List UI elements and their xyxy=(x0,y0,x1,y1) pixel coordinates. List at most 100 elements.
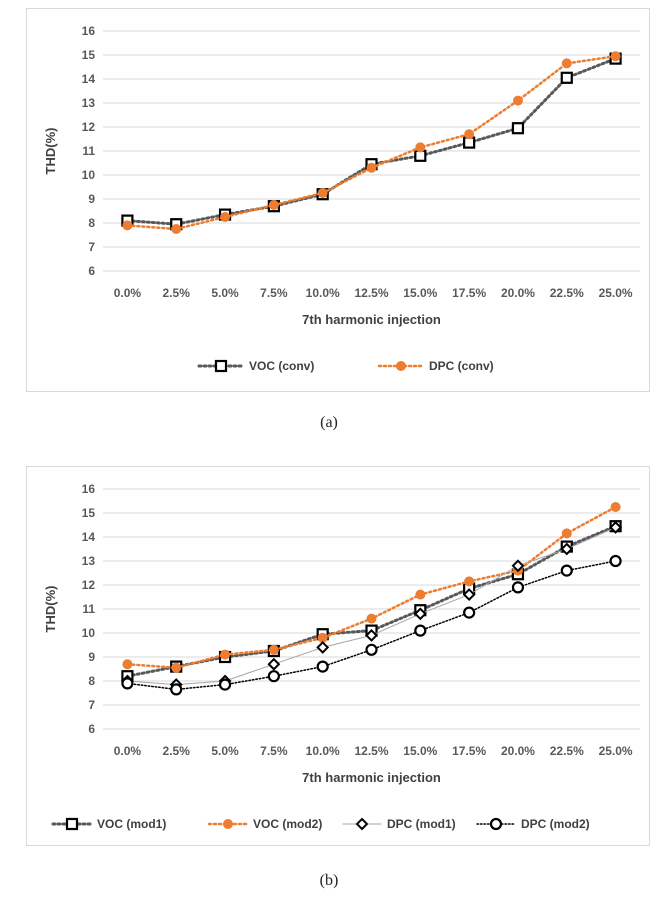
x-tick-label: 15.0% xyxy=(403,744,437,758)
legend-marker xyxy=(396,361,406,371)
legend-label: VOC (mod2) xyxy=(253,817,322,831)
data-point xyxy=(316,640,330,654)
x-tick-label: 2.5% xyxy=(163,286,191,300)
legend-item-voc-conv: VOC (conv) xyxy=(197,359,314,373)
data-point xyxy=(220,649,231,660)
y-tick-label: 15 xyxy=(82,506,96,520)
data-point xyxy=(511,559,525,573)
legend-item-dpc-conv: DPC (conv) xyxy=(377,359,494,373)
y-tick-label: 16 xyxy=(82,482,96,496)
data-point xyxy=(560,542,574,556)
legend-label: VOC (mod1) xyxy=(97,817,166,831)
series-dpc-conv xyxy=(122,51,621,234)
chart-a-svg: 6 7 8 9 10 11 12 13 14 15 16 0.0% 2.5% 5.0% 7.5% 10.0% 1… xyxy=(43,24,640,373)
y-tick-label: 16 xyxy=(82,24,96,38)
x-tick-label: 12.5% xyxy=(354,286,388,300)
data-point xyxy=(267,670,280,683)
chart-panel-b: 6 7 8 9 10 11 12 13 14 15 16 0.0% 2.5% 5.0% 7.5% 10.0% 1… xyxy=(26,466,650,846)
data-point xyxy=(560,564,573,577)
legend-marker xyxy=(355,817,369,831)
x-tick-label: 22.5% xyxy=(550,286,584,300)
data-point xyxy=(560,71,573,84)
y-axis-title: THD(%) xyxy=(43,128,58,175)
y-tick-label: 12 xyxy=(82,120,96,134)
y-tick-label: 9 xyxy=(88,650,95,664)
data-point xyxy=(268,200,279,210)
x-tick-label: 25.0% xyxy=(599,744,633,758)
data-point xyxy=(561,58,572,69)
y-tick-label: 14 xyxy=(82,530,96,544)
data-point xyxy=(316,660,329,673)
data-point xyxy=(561,528,572,539)
x-tick-label: 17.5% xyxy=(452,744,486,758)
legend-marker xyxy=(223,819,233,829)
x-axis-title: 7th harmonic injection xyxy=(302,770,441,785)
data-point xyxy=(511,122,525,135)
legend-item-voc-mod1: VOC (mod1) xyxy=(51,817,166,831)
y-tick-label: 10 xyxy=(82,626,96,640)
legend-label: DPC (mod1) xyxy=(387,817,456,831)
caption-a: (a) xyxy=(320,414,338,431)
x-tick-label: 10.0% xyxy=(306,744,340,758)
y-tick-label: 8 xyxy=(88,674,95,688)
data-point xyxy=(414,624,427,637)
data-point xyxy=(121,677,134,690)
y-tick-label: 7 xyxy=(88,698,95,712)
data-point xyxy=(317,632,328,643)
data-point xyxy=(268,644,279,655)
x-tick-label: 7.5% xyxy=(260,286,288,300)
x-axis-title: 7th harmonic injection xyxy=(302,312,441,327)
x-tick-label: 20.0% xyxy=(501,744,535,758)
legend: VOC (mod1) VOC (mod2) DPC (mod1) DPC (mod2) xyxy=(51,817,590,831)
chart-b-svg: 6 7 8 9 10 11 12 13 14 15 16 0.0% 2.5% 5.0% 7.5% 10.0% 1… xyxy=(43,482,640,831)
data-point xyxy=(462,588,476,602)
data-point xyxy=(220,212,231,222)
data-point xyxy=(511,581,525,594)
data-point xyxy=(609,554,622,568)
data-point xyxy=(122,220,133,231)
caption-b: (b) xyxy=(319,872,339,889)
series-dpc-mod1 xyxy=(120,520,623,692)
legend-item-dpc-mod2: DPC (mod2) xyxy=(476,817,590,831)
data-point xyxy=(317,188,328,198)
x-tick-label: 17.5% xyxy=(452,286,486,300)
legend: VOC (conv) DPC (conv) xyxy=(197,359,494,373)
data-point xyxy=(610,51,621,62)
y-tick-label: 15 xyxy=(82,48,96,62)
data-point xyxy=(413,607,427,621)
data-point xyxy=(415,589,426,600)
y-tick-label: 8 xyxy=(88,216,95,230)
data-point xyxy=(464,129,475,140)
y-tick-label: 6 xyxy=(88,264,95,278)
data-point xyxy=(365,643,378,656)
legend-label: DPC (conv) xyxy=(429,359,494,373)
legend-label: DPC (mod2) xyxy=(521,817,590,831)
data-point xyxy=(609,520,623,534)
x-tick-label: 25.0% xyxy=(599,286,633,300)
x-tick-label: 5.0% xyxy=(211,744,239,758)
y-axis-title: THD(%) xyxy=(43,586,58,633)
x-tick-label: 7.5% xyxy=(260,744,288,758)
series-line-dpc-conv xyxy=(126,54,617,231)
legend-label: VOC (conv) xyxy=(249,359,314,373)
data-point xyxy=(512,95,523,106)
y-tick-label: 13 xyxy=(82,96,96,110)
legend-marker xyxy=(65,817,79,831)
x-tick-label: 15.0% xyxy=(403,286,437,300)
y-tick-label: 11 xyxy=(82,144,95,158)
data-point xyxy=(463,606,476,619)
y-tick-label: 12 xyxy=(82,578,96,592)
legend-item-dpc-mod1: DPC (mod1) xyxy=(342,817,456,831)
series-dpc-mod2 xyxy=(121,554,622,696)
legend-item-voc-mod2: VOC (mod2) xyxy=(207,817,322,831)
data-point xyxy=(464,576,475,587)
legend-marker xyxy=(214,359,228,373)
y-tick-label: 6 xyxy=(88,722,95,736)
y-tick-label: 13 xyxy=(82,554,96,568)
data-point xyxy=(122,659,133,670)
data-point xyxy=(415,142,426,153)
y-tick-label: 11 xyxy=(82,602,95,616)
x-tick-label: 2.5% xyxy=(163,744,191,758)
x-tick-label: 0.0% xyxy=(114,286,142,300)
y-tick-label: 7 xyxy=(88,240,95,254)
